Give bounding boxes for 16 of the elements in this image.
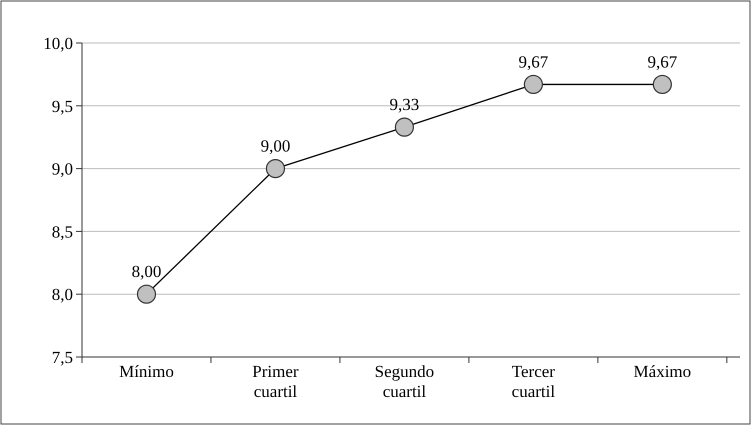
y-tick-label: 7,5	[52, 348, 73, 367]
data-label: 8,00	[132, 262, 162, 282]
x-tick-label: Mínimo	[119, 362, 174, 381]
data-label: 9,67	[647, 52, 678, 72]
y-tick-label: 9,5	[52, 96, 73, 116]
x-tick-label: Tercer cuartil	[512, 362, 556, 401]
x-tick-label: Máximo	[634, 362, 692, 381]
data-label: 9,00	[260, 136, 290, 156]
x-tick-label: Segundo cuartil	[374, 362, 434, 401]
y-tick-label: 8,0	[52, 285, 73, 304]
data-label: 9,67	[518, 52, 549, 72]
x-tick-label: Primer cuartil	[252, 362, 299, 401]
y-tick-label: 8,5	[52, 222, 73, 242]
y-tick-label: 10,0	[43, 34, 73, 53]
y-tick-label: 9,0	[52, 160, 73, 179]
data-label: 9,33	[390, 95, 420, 114]
